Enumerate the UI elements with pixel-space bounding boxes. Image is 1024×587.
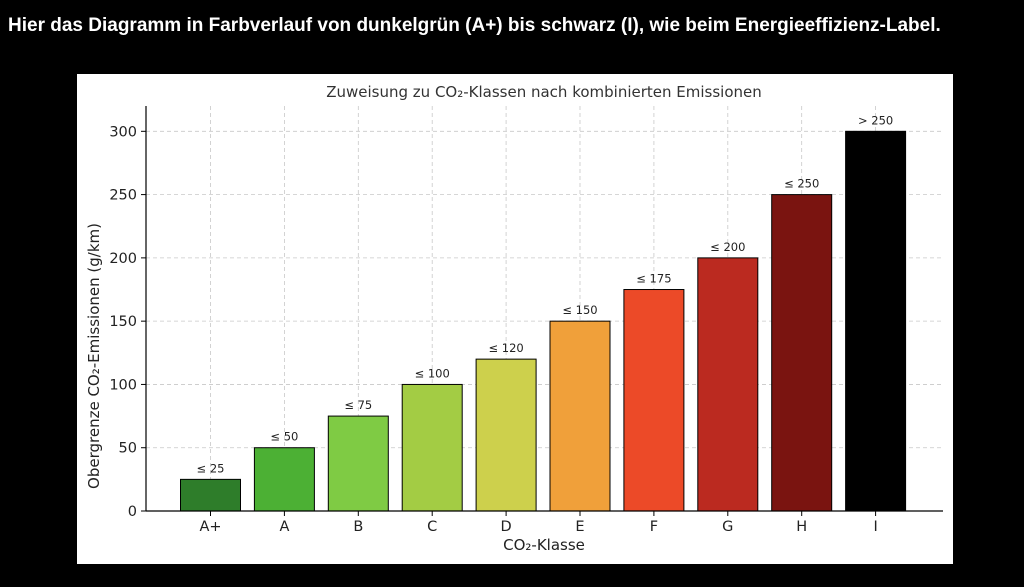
chart-panel: Zuweisung zu CO₂-Klassen nach kombiniert… [77,74,953,564]
x-tick-label: A+ [199,519,221,535]
y-tick-label: 150 [109,314,137,330]
y-tick-label: 100 [109,377,137,393]
bar-g [697,257,759,512]
slide-heading: Hier das Diagramm in Farbverlauf von dun… [8,15,941,36]
data-label: ≤ 175 [636,272,671,286]
x-tick-label: C [427,519,437,535]
chart-title: Zuweisung zu CO₂-Klassen nach kombiniert… [326,83,762,101]
bar-b [327,415,389,512]
x-axis-label: CO₂-Klasse [503,536,585,554]
bar-i [845,130,907,512]
bar-f [623,289,685,512]
data-label: ≤ 100 [415,366,450,380]
data-label: ≤ 150 [562,303,597,317]
bar-a-plus [180,478,241,512]
bar-a [253,447,315,512]
bar-chart: Zuweisung zu CO₂-Klassen nach kombiniert… [85,83,943,554]
y-tick-label: 250 [109,188,137,204]
data-label: ≤ 200 [710,240,745,254]
bar-e [549,320,611,512]
x-tick-label: G [722,519,733,535]
x-tick-label: D [501,519,512,535]
y-axis-label: Obergrenze CO₂-Emissionen (g/km) [85,223,103,489]
bar-h [771,194,833,512]
bar-d [475,358,537,512]
data-label: ≤ 50 [270,430,298,444]
x-tick-label: E [575,519,584,535]
y-tick-label: 300 [109,124,137,140]
x-tick-label: B [353,519,363,535]
data-label: ≤ 250 [784,177,819,191]
y-tick-label: 200 [109,251,137,267]
data-label: ≤ 25 [197,461,225,475]
y-tick-label: 50 [119,441,137,457]
data-label: ≤ 120 [488,341,523,355]
axis-layer: 0 50 100 150 200 250 300 A+ A B C D E F G H I [109,106,943,535]
x-tick-label: I [873,519,877,535]
data-label: ≤ 75 [344,398,372,412]
data-label: > 250 [858,113,893,127]
x-tick-label: H [796,519,807,535]
bar-c [401,383,463,512]
bar-layer: ≤ 25 ≤ 50 ≤ 75 ≤ 100 ≤ 120 ≤ 150 ≤ 175 ≤ 200 ≤ 2… [180,113,907,512]
y-tick-label: 0 [128,504,137,520]
x-tick-label: F [650,519,658,535]
x-tick-label: A [279,519,289,535]
